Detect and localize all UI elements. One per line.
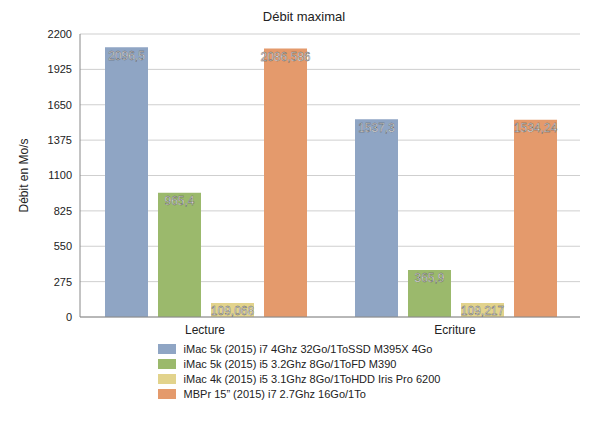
html-text:iMac 4k (2015) i5 3.1Ghz 8Go/1: iMac 4k (2015) i5 3.1Ghz 8Go/1ToHDD Iris…: [183, 372, 441, 385]
svg-text:Débit en Mo/s: Débit en Mo/s: [17, 138, 31, 212]
svg-text:825: 825: [54, 205, 72, 217]
svg-text:2096,5: 2096,5: [108, 49, 145, 63]
html-text:iMac 5k (2015) i7 4Ghz 32Go/1T: iMac 5k (2015) i7 4Ghz 32Go/1ToSSD M395X…: [183, 342, 433, 355]
svg-text:1534,24: 1534,24: [514, 121, 558, 135]
svg-text:109,068: 109,068: [211, 304, 255, 318]
svg-text:1537,3: 1537,3: [358, 121, 395, 135]
html-text:Débit maximal: Débit maximal: [262, 9, 346, 24]
svg-text:1375: 1375: [48, 134, 72, 146]
svg-text:Lecture: Lecture: [185, 323, 225, 337]
svg-text:109,217: 109,217: [461, 304, 505, 318]
svg-text:550: 550: [54, 240, 72, 252]
html-text:iMac 5k (2015) i5 3.2Ghz 8Go/1: iMac 5k (2015) i5 3.2Ghz 8Go/1ToFD M390: [183, 357, 397, 370]
svg-text:365,9: 365,9: [414, 271, 444, 285]
svg-text:275: 275: [54, 276, 72, 288]
html-text:MBPr 15” (2015) i7 2.7Ghz 16Go: MBPr 15” (2015) i7 2.7Ghz 16Go/1To: [183, 387, 366, 400]
svg-text:1925: 1925: [48, 63, 72, 75]
svg-text:0: 0: [66, 311, 72, 323]
svg-text:2086,586: 2086,586: [260, 50, 310, 64]
svg-text:Ecriture: Ecriture: [434, 323, 476, 337]
svg-text:965,4: 965,4: [164, 194, 194, 208]
svg-text:1100: 1100: [48, 169, 72, 181]
svg-text:2200: 2200: [48, 28, 72, 40]
svg-text:1650: 1650: [48, 99, 72, 111]
